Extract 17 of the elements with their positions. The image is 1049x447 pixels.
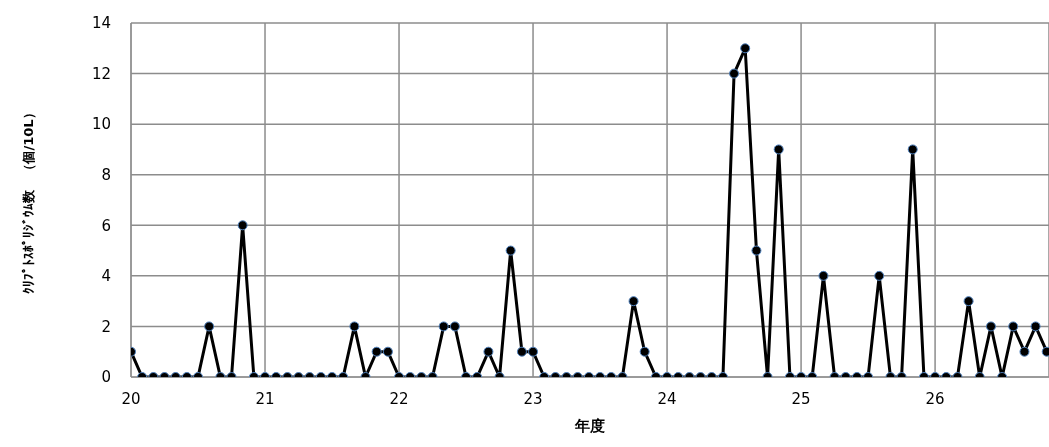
y-tick-label: 0 [101,368,111,387]
y-tick-label: 14 [91,14,111,33]
x-axis-title: 年度 [574,417,605,435]
y-tick-label: 8 [101,166,111,185]
y-axis-title: ｸﾘﾌﾟﾄｽﾎﾟﾘｼﾞｳﾑ数 （個/10L） [20,106,36,294]
x-tick-label: 22 [389,389,409,408]
y-tick-label: 2 [101,317,111,336]
y-tick-label: 12 [91,64,111,83]
y-tick-label: 4 [101,267,111,286]
x-tick-label: 20 [121,389,141,408]
x-tick-label: 21 [255,389,275,408]
x-tick-label: 24 [657,389,677,408]
y-tick-label: 6 [101,216,111,235]
x-tick-label: 23 [523,389,543,408]
x-tick-label: 26 [925,389,945,408]
x-tick-label: 25 [791,389,811,408]
y-tick-label: 10 [91,115,111,134]
